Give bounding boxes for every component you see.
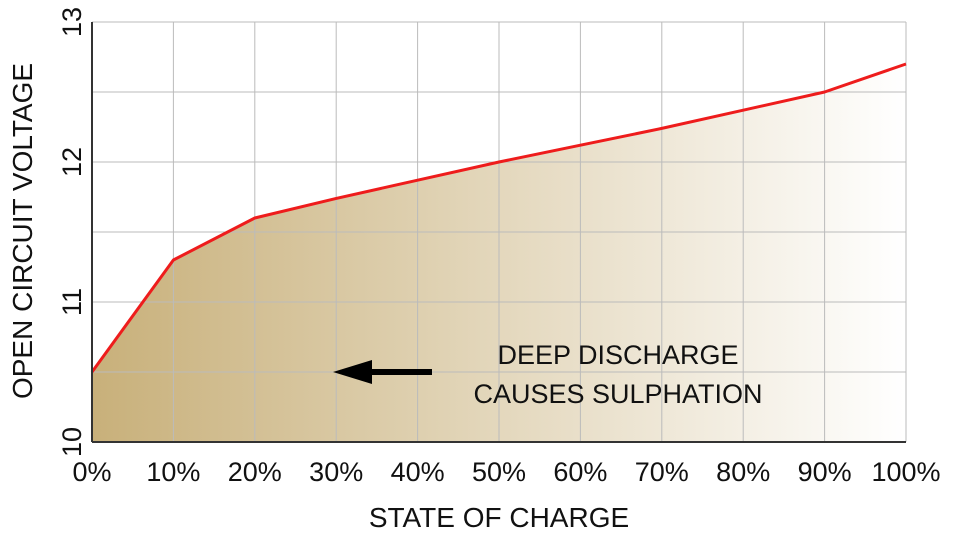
- x-tick-label: 30%: [309, 457, 363, 487]
- voltage-line: [90, 62, 907, 373]
- x-tick-label: 0%: [72, 457, 111, 487]
- annotation: DEEP DISCHARGE CAUSES SULPHATION: [333, 340, 763, 409]
- x-tick-label: 80%: [716, 457, 770, 487]
- x-tick-label: 50%: [472, 457, 526, 487]
- y-tick-label: 12: [57, 147, 87, 177]
- x-tick-label: 100%: [871, 457, 940, 487]
- x-tick-label: 60%: [553, 457, 607, 487]
- x-tick-label: 10%: [146, 457, 200, 487]
- x-tick-label: 20%: [228, 457, 282, 487]
- y-tick-label: 13: [57, 7, 87, 37]
- annotation-line-1: DEEP DISCHARGE: [497, 340, 738, 370]
- y-axis-title: OPEN CIRCUIT VOLTAGE: [7, 63, 38, 399]
- x-tick-label: 70%: [635, 457, 689, 487]
- annotation-line-2: CAUSES SULPHATION: [473, 379, 762, 409]
- x-tick-label: 90%: [798, 457, 852, 487]
- x-tick-label: 40%: [391, 457, 445, 487]
- annotation-arrow-head: [333, 360, 372, 384]
- y-tick-label: 10: [57, 427, 87, 457]
- y-tick-label: 11: [57, 288, 87, 316]
- x-axis-title: STATE OF CHARGE: [369, 502, 629, 533]
